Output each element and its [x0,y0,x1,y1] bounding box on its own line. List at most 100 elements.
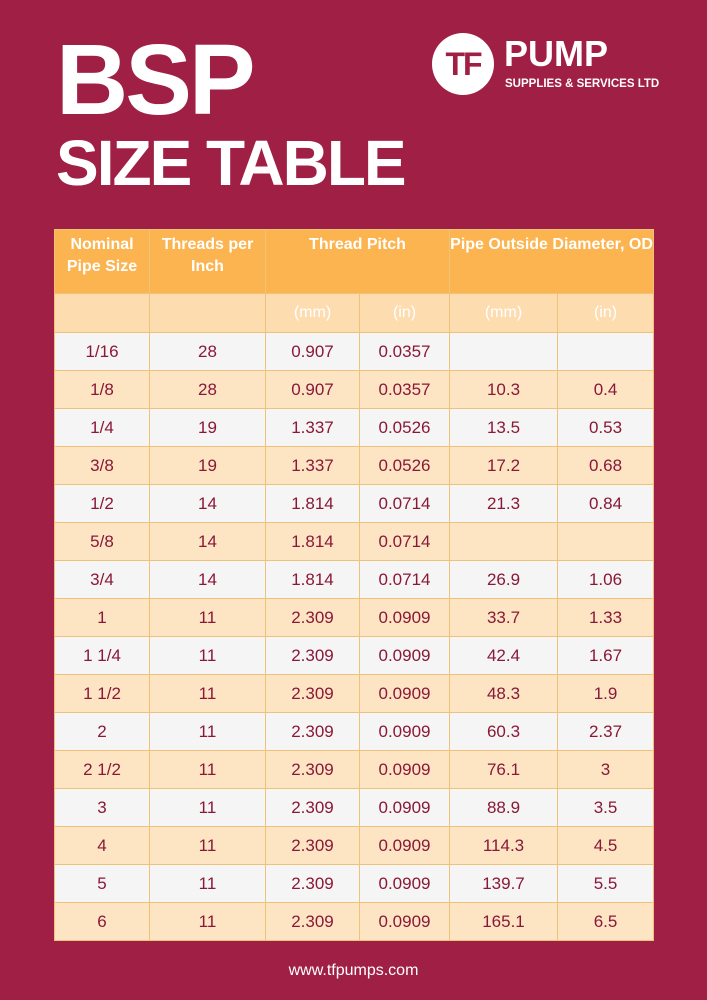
table-row: 1/16 28 0.907 0.0357 [54,332,655,371]
cell-pitch-in: 0.0357 [359,332,450,371]
header-pitch-mm: (mm) [265,293,360,333]
cell-pitch-mm: 2.309 [265,712,360,751]
cell-nominal-size: 5 [54,864,150,903]
website-link[interactable]: www.tfpumps.com [288,962,419,979]
cell-pitch-mm: 0.907 [265,370,360,409]
cell-pitch-in: 0.0909 [359,826,450,865]
cell-threads-per-inch: 11 [149,636,266,675]
cell-od-in: 6.5 [556,902,655,941]
cell-od-in: 3 [556,750,655,789]
cell-pitch-in: 0.0357 [359,370,450,409]
cell-threads-per-inch: 14 [149,560,266,599]
cell-threads-per-inch: 11 [149,826,266,865]
page-subtitle: SIZE TABLE [56,127,407,199]
cell-od-mm: 139.7 [449,864,558,903]
cell-pitch-in: 0.0909 [359,598,450,637]
cell-pitch-mm: 2.309 [265,636,360,675]
cell-pitch-mm: 2.309 [265,826,360,865]
cell-threads-per-inch: 11 [149,788,266,827]
cell-od-in: 0.53 [556,408,655,447]
table-row: 3/8 19 1.337 0.0526 17.2 0.68 [54,446,655,485]
cell-pitch-in: 0.0526 [359,446,450,485]
cell-nominal-size: 5/8 [54,522,150,561]
logo-circle-icon: TF [432,33,494,95]
company-logo[interactable]: TF PUMP SUPPLIES & SERVICES LTD [432,33,659,95]
cell-threads-per-inch: 11 [149,864,266,903]
cell-pitch-in: 0.0909 [359,902,450,941]
table-row: 2 1/2 11 2.309 0.0909 76.1 3 [54,750,655,789]
cell-od-mm: 33.7 [449,598,558,637]
header-blank [149,293,266,333]
cell-pitch-in: 0.0526 [359,408,450,447]
cell-od-in: 1.33 [556,598,655,637]
logo-mark: TF [445,46,482,82]
cell-threads-per-inch: 14 [149,484,266,523]
table-row: 2 11 2.309 0.0909 60.3 2.37 [54,712,655,751]
logo-name: PUMP [504,33,609,74]
table-row: 5 11 2.309 0.0909 139.7 5.5 [54,864,655,903]
cell-pitch-in: 0.0909 [359,712,450,751]
cell-od-in: 0.4 [556,370,655,409]
cell-od-mm: 48.3 [449,674,558,713]
cell-threads-per-inch: 28 [149,332,266,371]
cell-od-in: 1.67 [556,636,655,675]
cell-nominal-size: 3/8 [54,446,150,485]
cell-od-mm [449,332,558,371]
cell-od-mm: 26.9 [449,560,558,599]
cell-pitch-mm: 1.337 [265,446,360,485]
cell-nominal-size: 1/4 [54,408,150,447]
cell-od-mm: 10.3 [449,370,558,409]
cell-threads-per-inch: 11 [149,674,266,713]
cell-nominal-size: 3/4 [54,560,150,599]
cell-nominal-size: 1 1/2 [54,674,150,713]
cell-pitch-mm: 1.814 [265,560,360,599]
cell-threads-per-inch: 19 [149,446,266,485]
cell-od-mm: 13.5 [449,408,558,447]
cell-od-mm: 114.3 [449,826,558,865]
cell-pitch-mm: 2.309 [265,864,360,903]
bsp-size-table: Nominal Pipe Size Threads per Inch Threa… [54,229,655,941]
table-row: 6 11 2.309 0.0909 165.1 6.5 [54,902,655,941]
cell-threads-per-inch: 11 [149,598,266,637]
cell-nominal-size: 2 1/2 [54,750,150,789]
table-row: 3/4 14 1.814 0.0714 26.9 1.06 [54,560,655,599]
cell-od-mm [449,522,558,561]
cell-threads-per-inch: 11 [149,712,266,751]
header-thread-pitch: Thread Pitch [265,229,450,294]
cell-nominal-size: 1 [54,598,150,637]
cell-nominal-size: 1 1/4 [54,636,150,675]
cell-pitch-in: 0.0714 [359,522,450,561]
cell-od-mm: 21.3 [449,484,558,523]
table-row: 3 11 2.309 0.0909 88.9 3.5 [54,788,655,827]
cell-od-mm: 165.1 [449,902,558,941]
header-nominal: Nominal Pipe Size [54,229,150,294]
cell-od-mm: 88.9 [449,788,558,827]
cell-od-in: 5.5 [556,864,655,903]
cell-pitch-in: 0.0909 [359,674,450,713]
cell-nominal-size: 1/8 [54,370,150,409]
cell-pitch-in: 0.0909 [359,750,450,789]
cell-od-mm: 60.3 [449,712,558,751]
cell-nominal-size: 6 [54,902,150,941]
cell-od-in: 4.5 [556,826,655,865]
header-od-in: (in) [556,293,655,333]
cell-od-in: 2.37 [556,712,655,751]
cell-pitch-in: 0.0714 [359,560,450,599]
logo-tagline: SUPPLIES & SERVICES LTD [505,78,660,90]
header-blank [54,293,150,333]
page-title: BSP [56,24,256,136]
cell-threads-per-inch: 19 [149,408,266,447]
header-pitch-in: (in) [359,293,450,333]
cell-od-in [556,522,655,561]
cell-od-mm: 17.2 [449,446,558,485]
table-row: 1/8 28 0.907 0.0357 10.3 0.4 [54,370,655,409]
cell-pitch-mm: 2.309 [265,788,360,827]
table-row: 1/4 19 1.337 0.0526 13.5 0.53 [54,408,655,447]
header-od-mm: (mm) [449,293,558,333]
cell-nominal-size: 1/2 [54,484,150,523]
cell-od-in [556,332,655,371]
cell-pitch-mm: 2.309 [265,598,360,637]
table-row: 1 1/4 11 2.309 0.0909 42.4 1.67 [54,636,655,675]
cell-threads-per-inch: 14 [149,522,266,561]
header-threads: Threads per Inch [149,229,266,294]
